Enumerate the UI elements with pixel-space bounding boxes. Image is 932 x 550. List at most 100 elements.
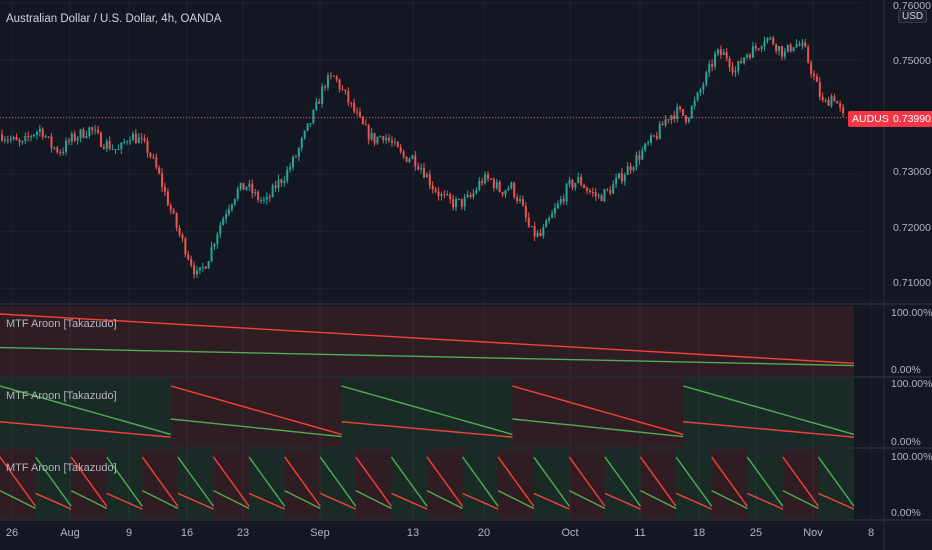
aroon-down-line — [782, 456, 819, 507]
candle-body — [757, 48, 760, 50]
candle-body — [818, 81, 821, 97]
candle-body — [714, 53, 717, 67]
candle-body — [748, 54, 751, 58]
candle-body — [463, 197, 466, 207]
aroon-up-line — [390, 456, 428, 507]
candle-body — [70, 133, 73, 142]
candle-body — [650, 135, 653, 143]
candle-body — [562, 198, 565, 202]
candle-body — [553, 208, 556, 214]
candle-body — [73, 133, 76, 141]
time-label: 26 — [5, 527, 19, 539]
candle-body — [297, 147, 300, 157]
time-label: 13 — [406, 527, 420, 539]
time-label: 16 — [180, 527, 194, 539]
candle-body — [312, 110, 315, 124]
candle-body — [431, 185, 434, 190]
candle-body — [766, 37, 769, 42]
candle-body — [53, 147, 56, 149]
candle-body — [254, 192, 257, 194]
aroon-bg — [533, 449, 570, 519]
aroon-bg — [0, 378, 171, 447]
aroon-bg — [782, 449, 819, 519]
candle-body — [489, 178, 492, 180]
candle-body — [294, 156, 297, 158]
candle-body — [807, 46, 810, 63]
aroon-bg — [391, 449, 427, 519]
aroon-up-line — [341, 385, 513, 436]
candle-body — [193, 265, 196, 275]
candle-body — [67, 140, 70, 142]
candle-body — [603, 189, 606, 202]
candle-body — [783, 51, 786, 57]
candle-body — [521, 199, 524, 206]
candle-body — [516, 196, 519, 201]
pane-label: MTF Aroon [Takazudo] — [6, 462, 117, 474]
candle-body — [801, 42, 804, 46]
currency-button[interactable]: USD — [898, 10, 928, 23]
candle-body — [830, 96, 833, 106]
pane-label: MTF Aroon [Takazudo] — [6, 390, 117, 402]
candle-body — [574, 183, 577, 188]
aroon-up-line — [319, 456, 357, 507]
candle-body — [842, 107, 845, 114]
candle-body — [24, 136, 27, 141]
candle-body — [804, 42, 807, 47]
time-label: 20 — [477, 527, 491, 539]
candle-body — [364, 124, 367, 126]
candle-body — [504, 190, 507, 195]
candle-body — [769, 37, 772, 39]
candle-body — [402, 151, 405, 157]
candle-body — [30, 136, 33, 138]
candle-body — [425, 174, 428, 178]
candle-body — [635, 155, 638, 168]
candle-body — [615, 178, 618, 185]
candle-body — [420, 168, 423, 170]
aroon-bg — [711, 449, 748, 519]
candle-body — [455, 198, 458, 208]
candle-body — [542, 227, 545, 236]
aroon-bg — [569, 449, 605, 519]
candle-body — [443, 194, 446, 196]
candle-body — [184, 238, 187, 255]
aroon-up-line — [462, 456, 499, 507]
candle-body — [163, 187, 166, 192]
aroon-bg — [427, 449, 463, 519]
candle-body — [344, 89, 347, 92]
candle-body — [484, 174, 487, 184]
candle-body — [396, 141, 399, 148]
aroon-down-line — [141, 456, 179, 507]
aroon-down-line — [341, 421, 513, 438]
candle-body — [216, 234, 219, 244]
candle-body — [536, 232, 539, 237]
candle-body — [498, 182, 501, 193]
candle-body — [303, 130, 306, 139]
candle-body — [408, 158, 411, 162]
candle-body — [734, 70, 737, 73]
candle-body — [827, 99, 830, 106]
candle-body — [460, 198, 463, 207]
aroon-down-line — [568, 456, 606, 507]
candle-body — [318, 101, 321, 104]
pane-label: MTF Aroon [Takazudo] — [6, 318, 117, 330]
candle-body — [746, 54, 749, 58]
candle-body — [641, 150, 644, 160]
candle-body — [219, 225, 222, 235]
aroon-down-line — [212, 456, 250, 507]
aroon-up-line — [0, 385, 171, 436]
candle-body — [457, 198, 460, 200]
candle-body — [350, 102, 353, 104]
aroon-up-line — [142, 489, 179, 510]
aroon-down-line — [0, 313, 855, 364]
aroon-up-line — [177, 456, 215, 507]
candle-body — [79, 129, 82, 138]
candle-body — [367, 125, 370, 140]
pane-max-label: 100.00% — [891, 451, 932, 463]
candle-body — [373, 132, 376, 144]
aroon-up-line — [683, 385, 855, 436]
candle-body — [475, 189, 478, 194]
candle-body — [239, 182, 242, 189]
candle-body — [719, 49, 722, 56]
candle-body — [452, 199, 455, 208]
